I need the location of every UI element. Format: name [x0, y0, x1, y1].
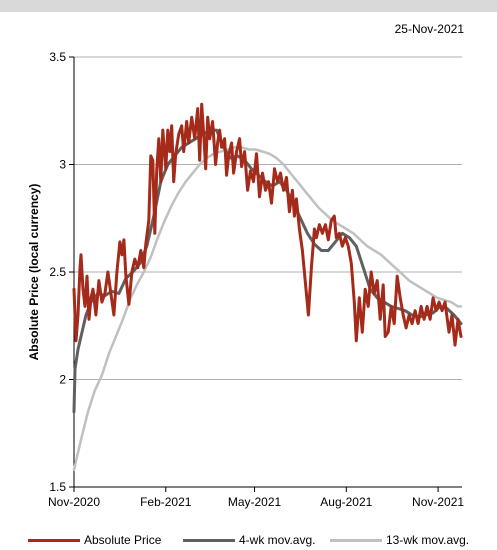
y-axis-label: Absolute Price (local currency)	[27, 184, 41, 361]
x-tick-label: May-2021	[228, 495, 282, 509]
y-tick-label: 1.5	[49, 480, 66, 494]
x-tick-label: Aug-2021	[320, 495, 372, 509]
legend-item-absolute-price: Absolute Price	[28, 533, 161, 547]
y-tick-label: 2	[59, 373, 66, 387]
legend-item-4wk: 4-wk mov.avg.	[183, 533, 315, 547]
legend-swatch-absolute-price	[28, 538, 80, 542]
legend-label-4wk: 4-wk mov.avg.	[239, 533, 316, 547]
series-line-13wk-mov-avg	[72, 146, 463, 472]
legend-item-13wk: 13-wk mov.avg.	[330, 533, 469, 547]
x-tick-label: Nov-2021	[412, 495, 464, 509]
series-line-absolute-price	[72, 102, 463, 347]
price-chart: 1.5 2 2.5 3 3.5 Nov-2020 Feb-2021 May-2021 Aug-2…	[27, 50, 464, 509]
date-stamp: 25-Nov-2021	[394, 22, 464, 36]
y-tick-label: 2.5	[49, 265, 66, 279]
legend-swatch-13wk	[330, 538, 382, 542]
header-band	[0, 0, 497, 12]
legend-label-absolute-price: Absolute Price	[84, 533, 162, 547]
x-tick-label: Feb-2021	[140, 495, 192, 509]
chart-legend: Absolute Price 4-wk mov.avg. 13-wk mov.a…	[0, 533, 497, 550]
y-tick-label: 3.5	[49, 50, 66, 64]
y-tick-label: 3	[59, 158, 66, 172]
legend-label-13wk: 13-wk mov.avg.	[386, 533, 470, 547]
legend-swatch-4wk	[183, 538, 235, 542]
x-tick-label: Nov-2020	[48, 495, 100, 509]
